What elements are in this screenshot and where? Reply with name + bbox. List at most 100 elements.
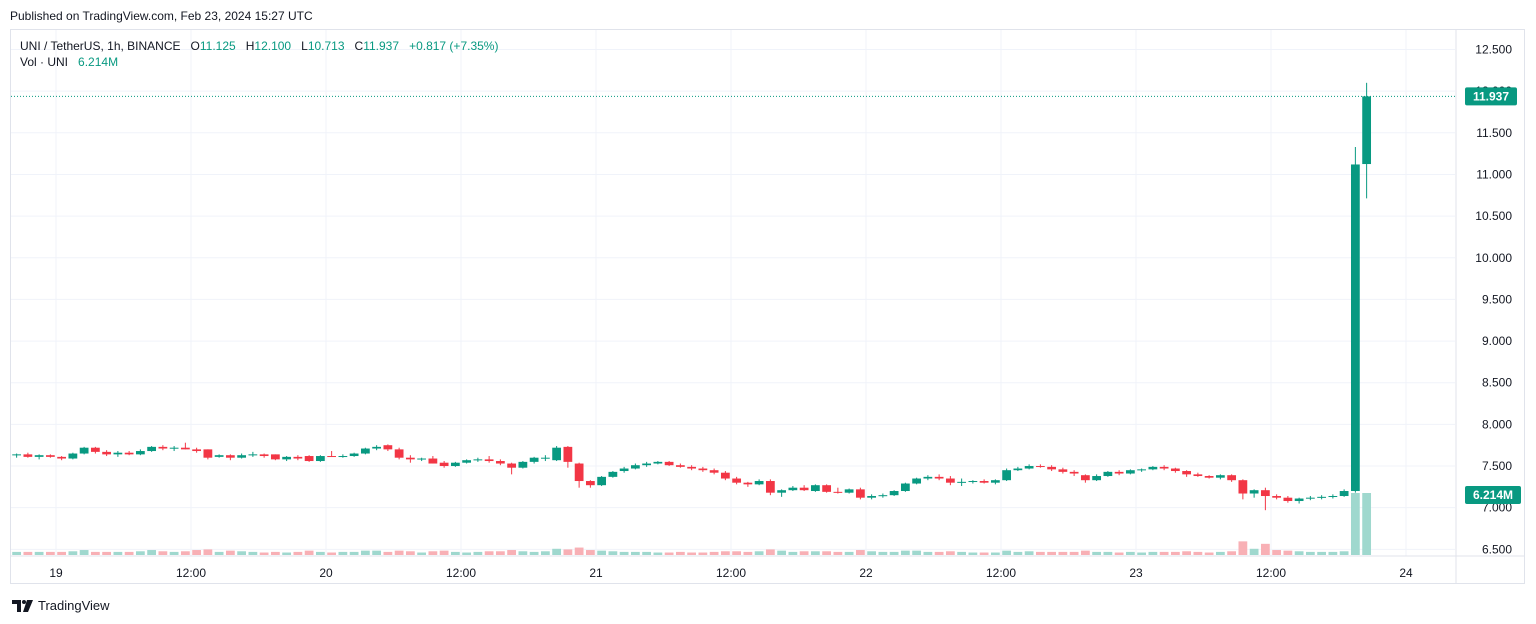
candle-body: [450, 462, 460, 467]
volume-bar: [945, 551, 955, 555]
volume-bar: [225, 550, 235, 555]
volume-bar: [1362, 493, 1372, 555]
volume-bar: [135, 551, 145, 555]
candle-body: [248, 454, 258, 456]
candle-body: [1013, 468, 1023, 471]
candle-body: [462, 460, 472, 463]
x-tick-label: 24: [1399, 566, 1413, 580]
candle-body: [1035, 466, 1045, 468]
volume-bar: [540, 551, 550, 555]
volume-bar: [68, 551, 78, 555]
volume-bar: [57, 551, 67, 555]
volume-bar: [1035, 551, 1045, 555]
volume-bar: [1305, 551, 1315, 555]
candle-body: [1080, 475, 1090, 481]
y-tick-label: 8.500: [1482, 376, 1512, 390]
volume-bar: [1170, 551, 1180, 555]
candle-body: [1002, 470, 1012, 481]
volume-bar: [282, 552, 292, 555]
volume-bar: [1260, 543, 1270, 555]
candle-body: [225, 455, 235, 458]
candle-body: [12, 454, 22, 456]
candle-body: [979, 481, 989, 483]
candle-body: [79, 447, 89, 454]
candle-body: [1260, 490, 1270, 497]
volume-label[interactable]: Vol · UNI: [20, 55, 69, 69]
candle-body: [563, 446, 573, 462]
candle-body: [180, 447, 190, 450]
low-label: L: [301, 39, 308, 53]
volume-bar: [338, 551, 348, 555]
candle-body: [1148, 466, 1158, 470]
volume-bar: [529, 551, 539, 555]
volume-bar: [417, 552, 427, 555]
candle-body: [1350, 164, 1360, 492]
volume-bar: [979, 552, 989, 555]
candle-body: [855, 489, 865, 498]
x-tick-label: 21: [589, 566, 603, 580]
volume-bar: [844, 551, 854, 555]
volume-bar: [12, 551, 22, 555]
volume-bar: [484, 551, 494, 555]
candle-body: [743, 482, 753, 485]
candle-body: [203, 449, 213, 458]
low-value: 10.713: [307, 39, 345, 53]
candle-body: [630, 465, 640, 469]
candle-body: [945, 478, 955, 483]
candle-body: [518, 461, 528, 468]
candle-body: [1058, 469, 1068, 472]
open-label: O: [190, 39, 200, 53]
candle-body: [529, 457, 539, 462]
volume-bar: [630, 551, 640, 555]
volume-bar: [1272, 550, 1282, 555]
y-tick-label: 9.500: [1482, 292, 1512, 306]
volume-bar: [495, 551, 505, 555]
volume-bar: [113, 551, 123, 555]
symbol-label[interactable]: UNI / TetherUS, 1h, BINANCE: [20, 39, 181, 53]
volume-bar: [270, 551, 280, 555]
volume-bar: [473, 551, 483, 555]
volume-bar: [259, 552, 269, 555]
volume-bar: [653, 552, 663, 555]
volume-bar: [642, 551, 652, 555]
volume-bar: [585, 550, 595, 555]
volume-bar: [833, 551, 843, 555]
volume-bar: [687, 552, 697, 555]
volume-bar: [518, 551, 528, 555]
volume-bar: [552, 548, 562, 555]
candle-body: [237, 455, 247, 458]
volume-bar: [1294, 551, 1304, 555]
volume-bar: [1069, 551, 1079, 555]
volume-bar: [597, 550, 607, 555]
volume-bar: [304, 550, 314, 555]
volume-bar: [799, 551, 809, 555]
x-tick-label: 12:00: [446, 566, 476, 580]
volume-bar: [237, 551, 247, 555]
tradingview-logo[interactable]: TradingView: [12, 598, 110, 613]
candle-body: [473, 459, 483, 461]
candle-body: [383, 445, 393, 450]
volume-bar: [1114, 552, 1124, 555]
candle-body: [957, 481, 967, 483]
candle-body: [90, 447, 100, 452]
open-value: 11.125: [199, 39, 236, 53]
candle-body: [687, 466, 697, 469]
volume-bar: [934, 551, 944, 555]
last-volume-label: 6.214M: [1473, 488, 1513, 502]
volume-bar: [147, 550, 157, 555]
candle-body: [315, 456, 325, 462]
candle-body: [68, 453, 78, 459]
volume-bar: [1193, 551, 1203, 555]
volume-bar: [732, 551, 742, 555]
volume-bar: [889, 551, 899, 555]
volume-bar: [1182, 551, 1192, 555]
candle-body: [1362, 96, 1372, 165]
volume-bar: [1204, 552, 1214, 555]
candle-body: [867, 496, 877, 498]
candle-body: [1182, 471, 1192, 475]
candle-body: [124, 452, 134, 455]
volume-bar: [169, 551, 179, 555]
candle-body: [169, 447, 179, 449]
chart-frame[interactable]: [10, 29, 1525, 584]
